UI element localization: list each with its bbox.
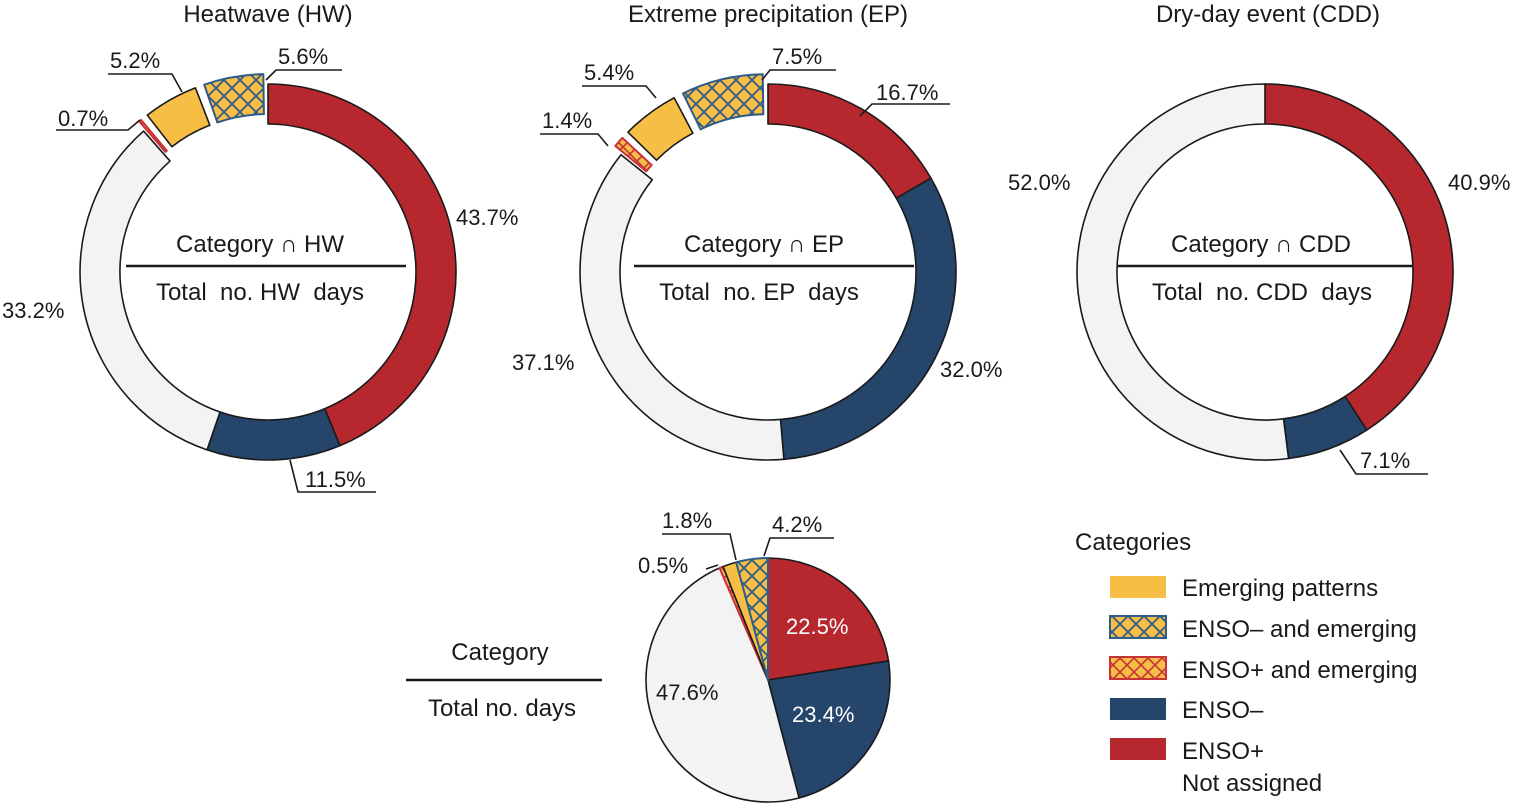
slice-0-not-assigned <box>79 130 221 451</box>
slice-1-not-assigned <box>579 153 785 461</box>
slice-label-cdd-enso-minus: 7.1% <box>1360 448 1410 473</box>
slice-0-enso-and-emerging <box>203 73 265 124</box>
legend-label-enso-minus: ENSO– <box>1182 697 1264 724</box>
leader-ep-enso-plus <box>859 103 950 117</box>
slice-label-overall-enso-plus-emerging: 0.5% <box>638 553 688 578</box>
leader-overall-enso-minus-emerging <box>763 537 834 557</box>
slice-label-hw-not-assigned: 33.2% <box>2 298 64 323</box>
slice-label-overall-enso-plus: 22.5% <box>786 614 848 639</box>
leader-hw-enso-minus <box>289 459 376 493</box>
slice-label-hw-enso-minus: 11.5% <box>305 467 366 492</box>
legend-swatch-enso-plus-emerging <box>1109 656 1167 680</box>
leader-cdd-enso-minus <box>1339 449 1428 475</box>
legend-swatch-enso-plus <box>1110 738 1166 760</box>
slice-3-enso-and-emerging <box>735 557 769 681</box>
chart-title-cdd: Dry-day event (CDD) <box>1156 1 1380 28</box>
fraction-numerator-ep: Category ∩ EP <box>684 231 844 258</box>
legend-swatch-emerging <box>1110 576 1166 598</box>
slice-1-enso-and-emerging <box>682 73 765 131</box>
slice-2-enso <box>1264 83 1454 431</box>
slice-label-ep-not-assigned: 37.1% <box>512 350 574 375</box>
slice-1-enso <box>779 177 957 461</box>
donut-cdd <box>1076 83 1454 461</box>
donut-ep <box>579 73 957 461</box>
slice-label-hw-enso-plus-emerging: 0.7% <box>58 106 108 131</box>
fraction-denominator-overall: Total no. days <box>428 695 576 722</box>
pie-overall <box>645 557 891 803</box>
slice-0-enso <box>206 407 341 461</box>
slice-0-enso <box>267 83 457 447</box>
leader-overall-enso-plus-emerging <box>705 564 719 570</box>
slice-label-ep-enso-minus-emerging: 7.5% <box>772 44 822 69</box>
legend-label-enso-minus-emerging: ENSO– and emerging <box>1182 616 1417 643</box>
slice-label-overall-enso-minus-emerging: 4.2% <box>772 512 822 537</box>
slice-label-cdd-not-assigned: 52.0% <box>1008 170 1070 195</box>
chart-heatwave: Heatwave (HW) Category ∩ HW Total no. HW… <box>2 1 518 493</box>
slice-2-not-assigned <box>1076 83 1290 461</box>
leader-hw-enso-minus-emerging <box>265 69 342 81</box>
legend: Categories Emerging patterns ENSO– and e… <box>1075 529 1417 797</box>
leader-hw-emerging <box>108 73 183 93</box>
slice-1-enso-and-emerging <box>614 136 653 173</box>
fraction-denominator-ep: Total no. EP days <box>659 279 859 306</box>
slice-3-enso <box>767 557 890 681</box>
legend-label-enso-plus: ENSO+ <box>1182 738 1264 765</box>
legend-label-not-assigned: Not assigned <box>1182 770 1322 797</box>
legend-swatch-enso-minus <box>1110 698 1166 720</box>
legend-swatch-enso-minus-emerging <box>1109 615 1167 639</box>
slice-label-hw-emerging: 5.2% <box>110 48 160 73</box>
chart-title-hw: Heatwave (HW) <box>183 1 352 28</box>
slice-label-cdd-enso-plus: 40.9% <box>1448 170 1510 195</box>
slice-label-ep-enso-plus-emerging: 1.4% <box>542 108 592 133</box>
fraction-numerator-overall: Category <box>451 639 548 666</box>
slice-1-emerging-patterns <box>627 96 694 162</box>
leader-ep-enso-minus-emerging <box>761 69 836 81</box>
leader-ep-enso-plus-emerging <box>540 133 609 147</box>
slice-label-ep-emerging: 5.4% <box>584 60 634 85</box>
slice-label-ep-enso-minus: 32.0% <box>940 357 1002 382</box>
slice-0-emerging-patterns <box>146 87 211 148</box>
fraction-numerator-hw: Category ∩ HW <box>176 231 344 258</box>
leader-ep-emerging <box>582 85 657 99</box>
fraction-denominator-cdd: Total no. CDD days <box>1152 279 1372 306</box>
donut-hw <box>79 73 457 461</box>
slice-label-overall-not-assigned: 47.6% <box>656 680 718 705</box>
fraction-numerator-cdd: Category ∩ CDD <box>1171 231 1351 258</box>
legend-label-enso-plus-emerging: ENSO+ and emerging <box>1182 657 1417 684</box>
slice-label-overall-emerging: 1.8% <box>662 508 712 533</box>
fraction-denominator-hw: Total no. HW days <box>156 279 364 306</box>
slice-3-not-assigned <box>645 567 800 803</box>
slice-label-hw-enso-plus: 43.7% <box>456 205 518 230</box>
chart-overall: Category Total no. days 22.5% 23.4% 47.6… <box>406 508 891 803</box>
slice-label-overall-enso-minus: 23.4% <box>792 702 854 727</box>
legend-label-emerging: Emerging patterns <box>1182 575 1378 602</box>
leader-hw-enso-plus-emerging <box>56 119 141 131</box>
chart-extreme-precipitation: Extreme precipitation (EP) Category ∩ EP… <box>512 1 1002 461</box>
slice-3-enso <box>767 660 891 799</box>
chart-dry-day-event: Dry-day event (CDD) Category ∩ CDD Total… <box>1008 1 1510 475</box>
slice-label-hw-enso-minus-emerging: 5.6% <box>278 44 328 69</box>
legend-title: Categories <box>1075 529 1191 556</box>
slice-label-ep-enso-plus: 16.7% <box>876 80 938 105</box>
chart-title-ep: Extreme precipitation (EP) <box>628 1 908 28</box>
leader-overall-emerging <box>662 533 737 561</box>
